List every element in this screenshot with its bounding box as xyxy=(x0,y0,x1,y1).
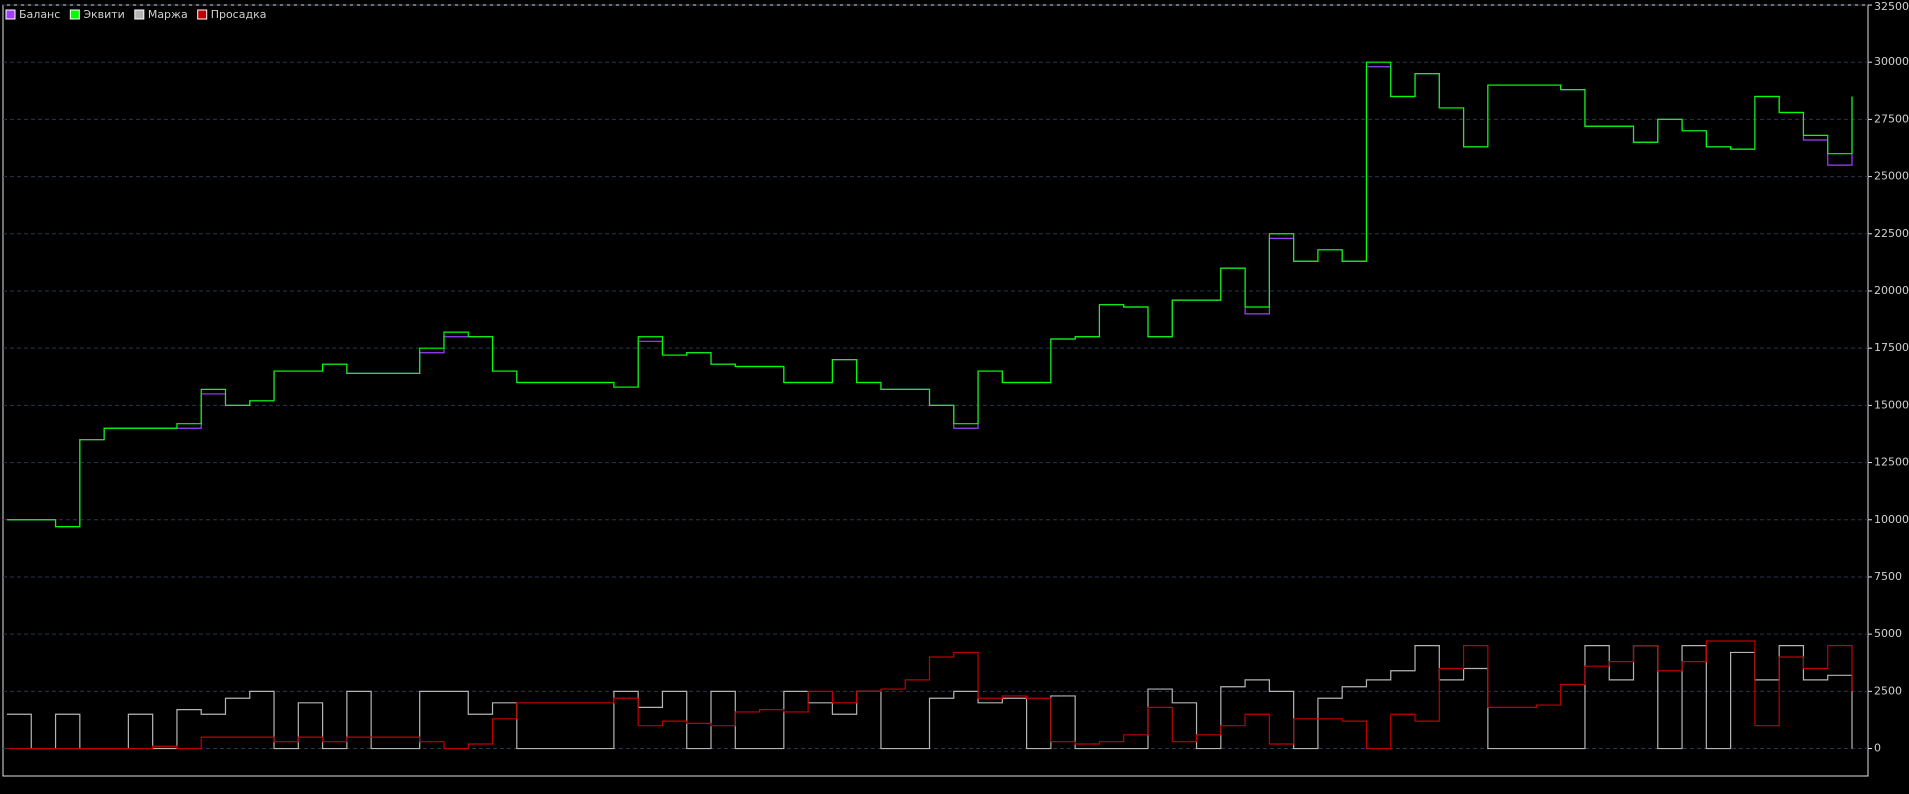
legend-label: Просадка xyxy=(211,8,267,21)
y-tick-label: 17500 xyxy=(1874,341,1909,354)
legend-label: Маржа xyxy=(148,8,188,21)
series-line xyxy=(7,61,1853,528)
y-tick-label: 5000 xyxy=(1874,627,1902,640)
series-line xyxy=(7,644,1853,750)
y-tick-label: 27500 xyxy=(1874,112,1909,125)
y-tick-label: 25000 xyxy=(1874,170,1909,183)
series-line xyxy=(7,640,1853,750)
y-tick-label: 2500 xyxy=(1874,684,1902,697)
y-tick-label: 7500 xyxy=(1874,570,1902,583)
y-tick-label: 10000 xyxy=(1874,513,1909,526)
y-tick-label: 30000 xyxy=(1874,55,1909,68)
y-tick-label: 32500 xyxy=(1874,0,1909,13)
legend-swatch xyxy=(197,9,208,20)
y-tick-label: 12500 xyxy=(1874,456,1909,469)
y-tick-label: 20000 xyxy=(1874,284,1909,297)
y-tick-label: 15000 xyxy=(1874,398,1909,411)
legend-swatch xyxy=(134,9,145,20)
y-tick-label: 0 xyxy=(1874,742,1881,755)
legend-label: Баланс xyxy=(19,8,60,21)
legend-swatch xyxy=(5,9,16,20)
legend-label: Эквити xyxy=(83,8,125,21)
legend-swatch xyxy=(69,9,80,20)
y-tick-label: 22500 xyxy=(1874,227,1909,240)
